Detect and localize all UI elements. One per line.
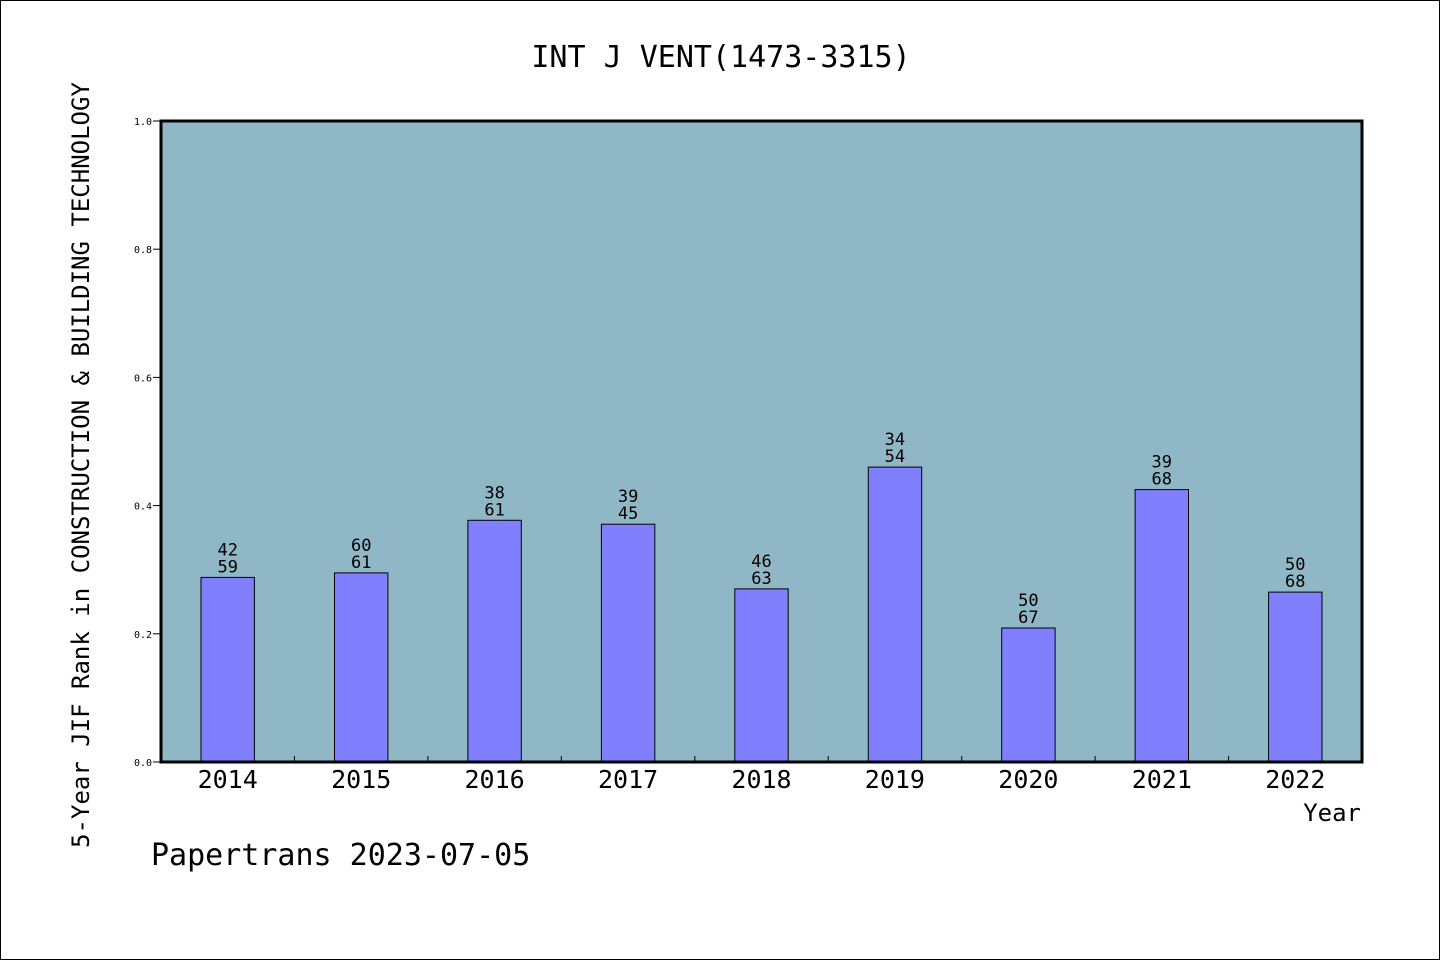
x-tick-label-2020: 2020 [998,765,1058,794]
y-tick-label-0.6: 0.6 [134,373,152,384]
x-tick-label-2017: 2017 [598,765,658,794]
bar-2019 [867,466,923,763]
bar-label-total-2020: 67 [1018,608,1038,628]
bar-label-total-2015: 61 [351,553,371,573]
y-tick-label-1.0: 1.0 [134,117,152,128]
x-axis-ticks: 2014 2015 2016 2017 2018 2019 2020 2021 2022 [198,756,1325,794]
x-tick-label-2019: 2019 [865,765,925,794]
bar-2022 [1268,591,1323,763]
y-tick-label-0.0: 0.0 [134,758,152,769]
bar-label-total-2018: 63 [751,569,771,589]
bar-label-rank-2020: 50 [1018,591,1038,611]
bar-label-total-2021: 68 [1152,470,1172,490]
x-axis-label: Year [1303,799,1361,827]
bar-label-total-2014: 59 [217,557,237,577]
bar-2015 [334,572,389,763]
y-tick-label-0.2: 0.2 [134,630,152,641]
bar-label-rank-2021: 39 [1152,453,1172,473]
bar-2017 [600,523,656,763]
footer-source-date: Papertrans 2023-07-05 [151,838,530,873]
x-tick-label-2022: 2022 [1265,765,1325,794]
bar-label-rank-2018: 46 [751,552,771,572]
bar-label-total-2019: 54 [885,447,905,467]
plot-border [159,119,1364,764]
bar-2016 [467,519,522,763]
x-tick-label-2018: 2018 [731,765,791,794]
bar-2014 [200,576,255,763]
bar-2020 [1001,627,1056,763]
bar-2021 [1134,489,1189,763]
bar-label-rank-2016: 38 [484,483,504,503]
bar-2018 [734,588,789,763]
bar-label-total-2017: 45 [618,504,638,524]
bar-label-total-2016: 61 [484,500,504,520]
x-tick-label-2015: 2015 [331,765,391,794]
y-axis-label: 5-Year JIF Rank in CONSTRUCTION & BUILDI… [67,82,95,848]
y-axis-ticks: 0.0 0.2 0.4 0.6 0.8 1.0 [134,117,161,769]
y-tick-label-0.8: 0.8 [134,245,152,256]
bar-label-rank-2017: 39 [618,487,638,507]
bar-label-rank-2019: 34 [885,430,905,450]
x-tick-label-2016: 2016 [464,765,524,794]
x-tick-label-2014: 2014 [198,765,258,794]
chart-title: INT J VENT(1473-3315) [531,40,910,75]
y-tick-label-0.4: 0.4 [134,502,152,513]
bar-label-total-2022: 68 [1285,572,1305,592]
bar-label-rank-2022: 50 [1285,555,1305,575]
bar-label-rank-2015: 60 [351,536,371,556]
x-tick-label-2021: 2021 [1132,765,1192,794]
bar-label-rank-2014: 42 [217,540,237,560]
